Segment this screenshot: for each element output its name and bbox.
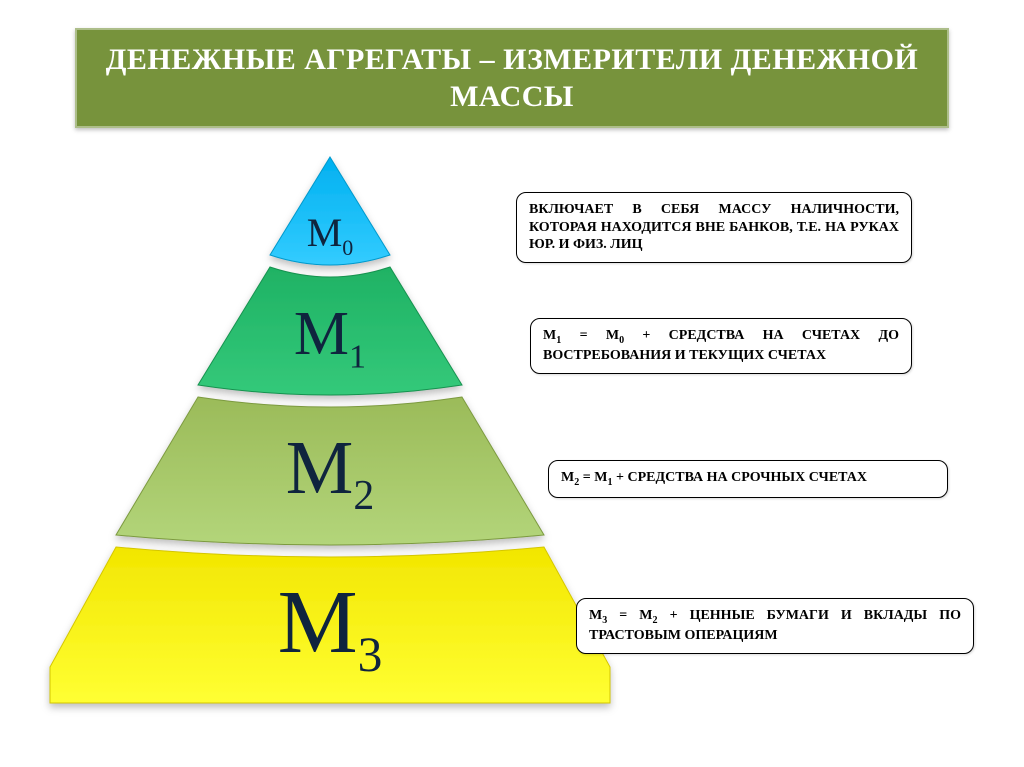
title-text: ДЕНЕЖНЫЕ АГРЕГАТЫ – ИЗМЕРИТЕЛИ ДЕНЕЖНОЙ … <box>77 41 947 116</box>
pyramid-layer-m1: M1 <box>50 267 610 395</box>
callout-c3: М3 = М2 + ЦЕННЫЕ БУМАГИ И ВКЛАДЫ ПО ТРАС… <box>576 598 974 654</box>
title-bar: ДЕНЕЖНЫЕ АГРЕГАТЫ – ИЗМЕРИТЕЛИ ДЕНЕЖНОЙ … <box>75 28 949 128</box>
pyramid-layer-m3: M3 <box>50 547 610 705</box>
callout-c2: М2 = М1 + СРЕДСТВА НА СРОЧНЫХ СЧЕТАХ <box>548 460 948 498</box>
callout-c1: М1 = М0 + СРЕДСТВА НА СЧЕТАХ ДО ВОСТРЕБО… <box>530 318 912 374</box>
pyramid-layer-m2: M2 <box>50 397 610 545</box>
callout-c0: ВКЛЮЧАЕТ В СЕБЯ МАССУ НАЛИЧНОСТИ, КОТОРА… <box>516 192 912 263</box>
